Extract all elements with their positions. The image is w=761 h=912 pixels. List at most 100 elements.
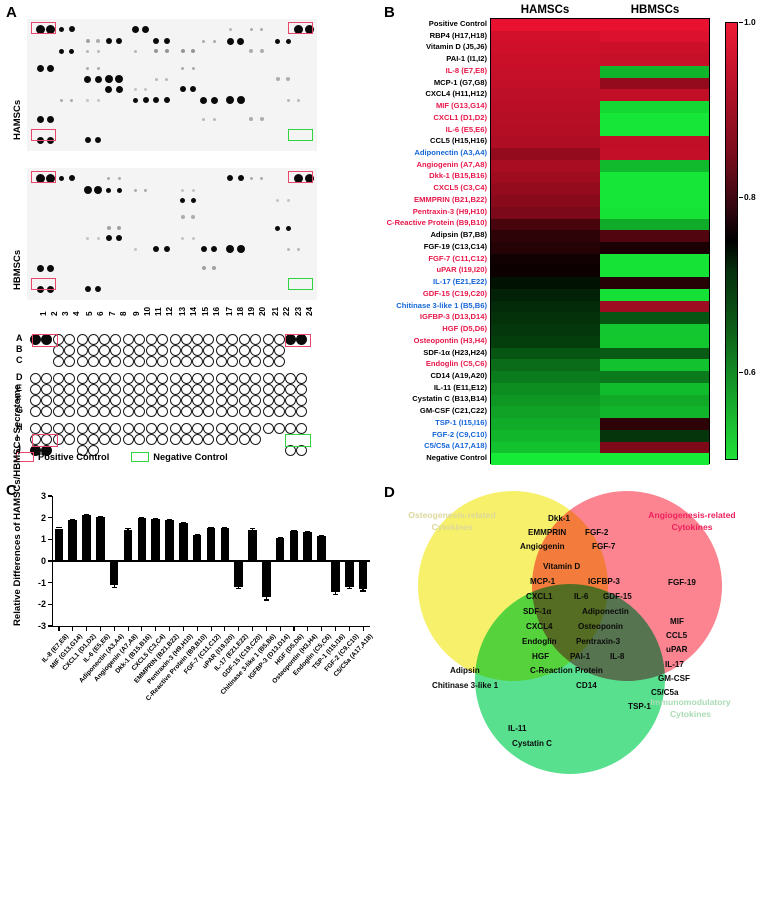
template-well bbox=[180, 434, 192, 446]
template-well bbox=[76, 356, 88, 368]
heatmap-row-label: C5/C5a (A17,A18) bbox=[424, 441, 487, 451]
template-well bbox=[249, 423, 261, 435]
heatmap-row-label: Chitinase 3-like 1 (B5,B6) bbox=[396, 300, 487, 310]
hamscs-spot bbox=[133, 49, 137, 53]
chart-x-tick bbox=[99, 627, 101, 631]
template-well bbox=[99, 373, 111, 385]
heatmap-grid bbox=[490, 18, 710, 466]
template-well bbox=[296, 423, 308, 435]
template-well bbox=[41, 384, 53, 396]
template-col-label-2: 2 bbox=[49, 311, 59, 316]
venn-label-center: Adiponectin bbox=[582, 607, 629, 616]
hamscs-spot bbox=[46, 24, 56, 34]
template-well bbox=[227, 384, 239, 396]
template-well bbox=[30, 406, 42, 418]
template-well bbox=[76, 395, 88, 407]
venn-label-center: CD14 bbox=[576, 681, 597, 690]
heatmap-cell-hbmscs bbox=[600, 429, 709, 442]
chart-bar bbox=[151, 519, 160, 561]
hbmscs-spot bbox=[107, 176, 111, 180]
hamscs-spot bbox=[191, 49, 196, 53]
hbmscs-spot bbox=[297, 247, 301, 251]
template-well bbox=[262, 406, 274, 418]
template-well bbox=[227, 345, 239, 357]
template-well bbox=[296, 445, 308, 457]
heatmap-cell-hbmscs bbox=[600, 242, 709, 255]
template-col-label-18: 18 bbox=[235, 306, 245, 316]
template-well bbox=[87, 345, 99, 357]
template-well bbox=[76, 334, 88, 346]
template-col-label-12: 12 bbox=[165, 306, 175, 316]
hamscs-spot bbox=[153, 97, 160, 103]
chart-error-cap bbox=[166, 518, 173, 520]
hbmscs-spot bbox=[236, 245, 245, 253]
template-well bbox=[180, 406, 192, 418]
template-well bbox=[134, 384, 146, 396]
template-col-label-23: 23 bbox=[293, 306, 303, 316]
hamscs-spot bbox=[35, 24, 45, 34]
heatmap-cell-hamscs bbox=[491, 324, 600, 337]
chart-y-tick bbox=[48, 560, 52, 562]
chart-x-tick bbox=[182, 627, 184, 631]
venn-title-angiogenesis: Angiogenesis-related Cytokines bbox=[648, 510, 736, 532]
template-well bbox=[156, 434, 168, 446]
template-well bbox=[203, 373, 215, 385]
template-well bbox=[192, 395, 204, 407]
chart-y-tick bbox=[48, 517, 52, 519]
hamscs-spot bbox=[36, 64, 44, 72]
template-well bbox=[76, 345, 88, 357]
template-col-label-21: 21 bbox=[271, 306, 280, 316]
chart-y-tick-label: -2 bbox=[37, 599, 46, 610]
heatmap-cell-hbmscs bbox=[600, 453, 709, 466]
chart-bar bbox=[96, 516, 105, 561]
template-well bbox=[63, 395, 75, 407]
template-well bbox=[216, 423, 228, 435]
template-row-label-J: J bbox=[16, 444, 22, 454]
template-well bbox=[110, 334, 122, 346]
colorbar-tick-mark bbox=[739, 372, 743, 374]
template-well bbox=[145, 345, 157, 357]
heatmap-cell-hamscs bbox=[491, 124, 600, 137]
hamscs-spot bbox=[132, 97, 138, 103]
heatmap-row-label: Cystatin C (B13,B14) bbox=[412, 394, 487, 404]
hbmscs-spot bbox=[133, 188, 137, 192]
venn-circles bbox=[380, 474, 761, 776]
hamscs-spot bbox=[212, 117, 216, 121]
hbmscs-spot bbox=[163, 246, 170, 252]
template-col-label-1: 1 bbox=[38, 311, 48, 316]
template-well bbox=[180, 373, 192, 385]
template-well bbox=[180, 356, 192, 368]
chart-x-tick bbox=[348, 627, 350, 631]
template-well bbox=[216, 334, 228, 346]
hbmscs-spot bbox=[181, 188, 184, 192]
template-well bbox=[30, 384, 42, 396]
heatmap-cell-hbmscs bbox=[600, 277, 709, 290]
venn-label-center: Vitamin D bbox=[543, 562, 581, 571]
template-col-label-14: 14 bbox=[189, 306, 199, 316]
venn-label-osteo-angio: FGF-7 bbox=[592, 542, 616, 551]
hbmscs-spot bbox=[106, 226, 111, 230]
template-row-label-B: B bbox=[16, 344, 23, 354]
chart-error-cap bbox=[111, 586, 117, 588]
hamscs-spot bbox=[237, 37, 245, 45]
template-well bbox=[41, 423, 53, 435]
chart-bar bbox=[179, 523, 188, 561]
heatmap-cell-hbmscs bbox=[600, 195, 709, 208]
panel-d-letter: D bbox=[384, 484, 395, 501]
template-well bbox=[52, 384, 64, 396]
chart-x-tick bbox=[127, 627, 129, 631]
template-well bbox=[110, 423, 122, 435]
template-well bbox=[52, 373, 64, 385]
heatmap-cell-hbmscs bbox=[600, 112, 709, 126]
template-col-label-3: 3 bbox=[61, 311, 71, 316]
hbmscs-spot bbox=[211, 246, 218, 252]
template-well bbox=[169, 345, 181, 357]
heatmap-row-label: IGFBP-3 (D13,D14) bbox=[419, 312, 487, 322]
template-well bbox=[99, 384, 111, 396]
template-well bbox=[203, 434, 215, 446]
heatmap-cell-hbmscs bbox=[600, 136, 709, 149]
negative-control-box-hamscs bbox=[288, 129, 313, 141]
heatmap-cell-hbmscs bbox=[600, 42, 709, 55]
heatmap-row-label: Osteopontin (H3,H4) bbox=[413, 335, 487, 345]
hamscs-spot bbox=[259, 49, 264, 53]
